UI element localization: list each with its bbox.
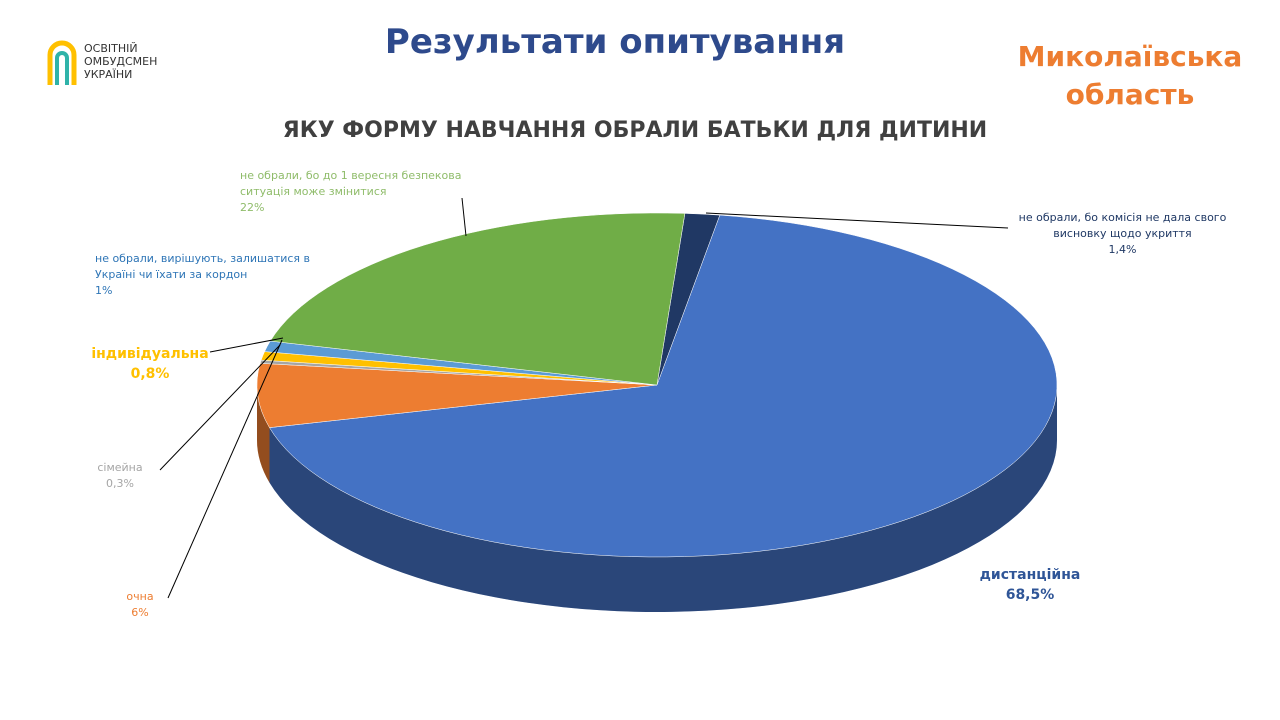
- region-line: область: [1065, 78, 1195, 111]
- data-label: не обрали, бо до 1 вересня безпекова сит…: [240, 168, 465, 216]
- data-label: не обрали, бо комісія не дала свого висн…: [1005, 210, 1240, 258]
- label-name: не обрали, бо до 1 вересня безпекова сит…: [240, 169, 462, 198]
- logo-mark: [47, 40, 77, 85]
- slice-side: [257, 385, 270, 483]
- slide-title: Результати опитування: [384, 22, 846, 62]
- data-label: індивідуальна 0,8%: [80, 344, 220, 384]
- logo-line: ОМБУДСМЕН: [84, 55, 158, 68]
- leader-line: [705, 212, 1009, 229]
- label-name: не обрали, вирішують, залишатися в Украї…: [95, 252, 311, 281]
- slice: [269, 212, 686, 386]
- label-value: 0,3%: [106, 477, 134, 490]
- region-line: Миколаївська: [1017, 40, 1243, 73]
- leader-line: [159, 344, 281, 471]
- data-label: не обрали, вирішують, залишатися в Украї…: [95, 251, 315, 299]
- chart-title: ЯКУ ФОРМУ НАВЧАННЯ ОБРАЛИ БАТЬКИ ДЛЯ ДИТ…: [282, 118, 988, 143]
- slice-side-shade: [257, 385, 270, 483]
- label-value: 68,5%: [1005, 587, 1055, 603]
- label-value: 1,4%: [1108, 243, 1137, 256]
- data-label: дистанційна 68,5%: [960, 565, 1100, 605]
- label-name: сімейна: [97, 461, 143, 474]
- label-name: очна: [126, 590, 154, 603]
- logo-line: ОСВІТНІЙ: [84, 42, 138, 55]
- slice-side: [269, 385, 1057, 612]
- data-label: сімейна 0,3%: [70, 460, 170, 492]
- label-value: 1%: [95, 284, 113, 297]
- slice-side-shade: [269, 385, 1057, 612]
- logo-line: УКРАЇНИ: [84, 68, 133, 81]
- label-value: 22%: [240, 201, 265, 214]
- label-name: не обрали, бо комісія не дала свого висн…: [1018, 211, 1227, 240]
- label-value: 6%: [131, 606, 149, 619]
- logo-text: ОСВІТНІЙ ОМБУДСМЕН УКРАЇНИ: [84, 42, 157, 81]
- slice: [269, 214, 1058, 558]
- leader-line: [167, 339, 283, 599]
- region: Миколаївська область: [1000, 38, 1260, 114]
- label-value: 0,8%: [130, 366, 170, 382]
- label-name: дистанційна: [979, 567, 1081, 583]
- label-name: індивідуальна: [91, 346, 209, 362]
- leader-line: [209, 337, 284, 353]
- data-label: очна 6%: [90, 589, 190, 621]
- leader-line: [461, 197, 467, 237]
